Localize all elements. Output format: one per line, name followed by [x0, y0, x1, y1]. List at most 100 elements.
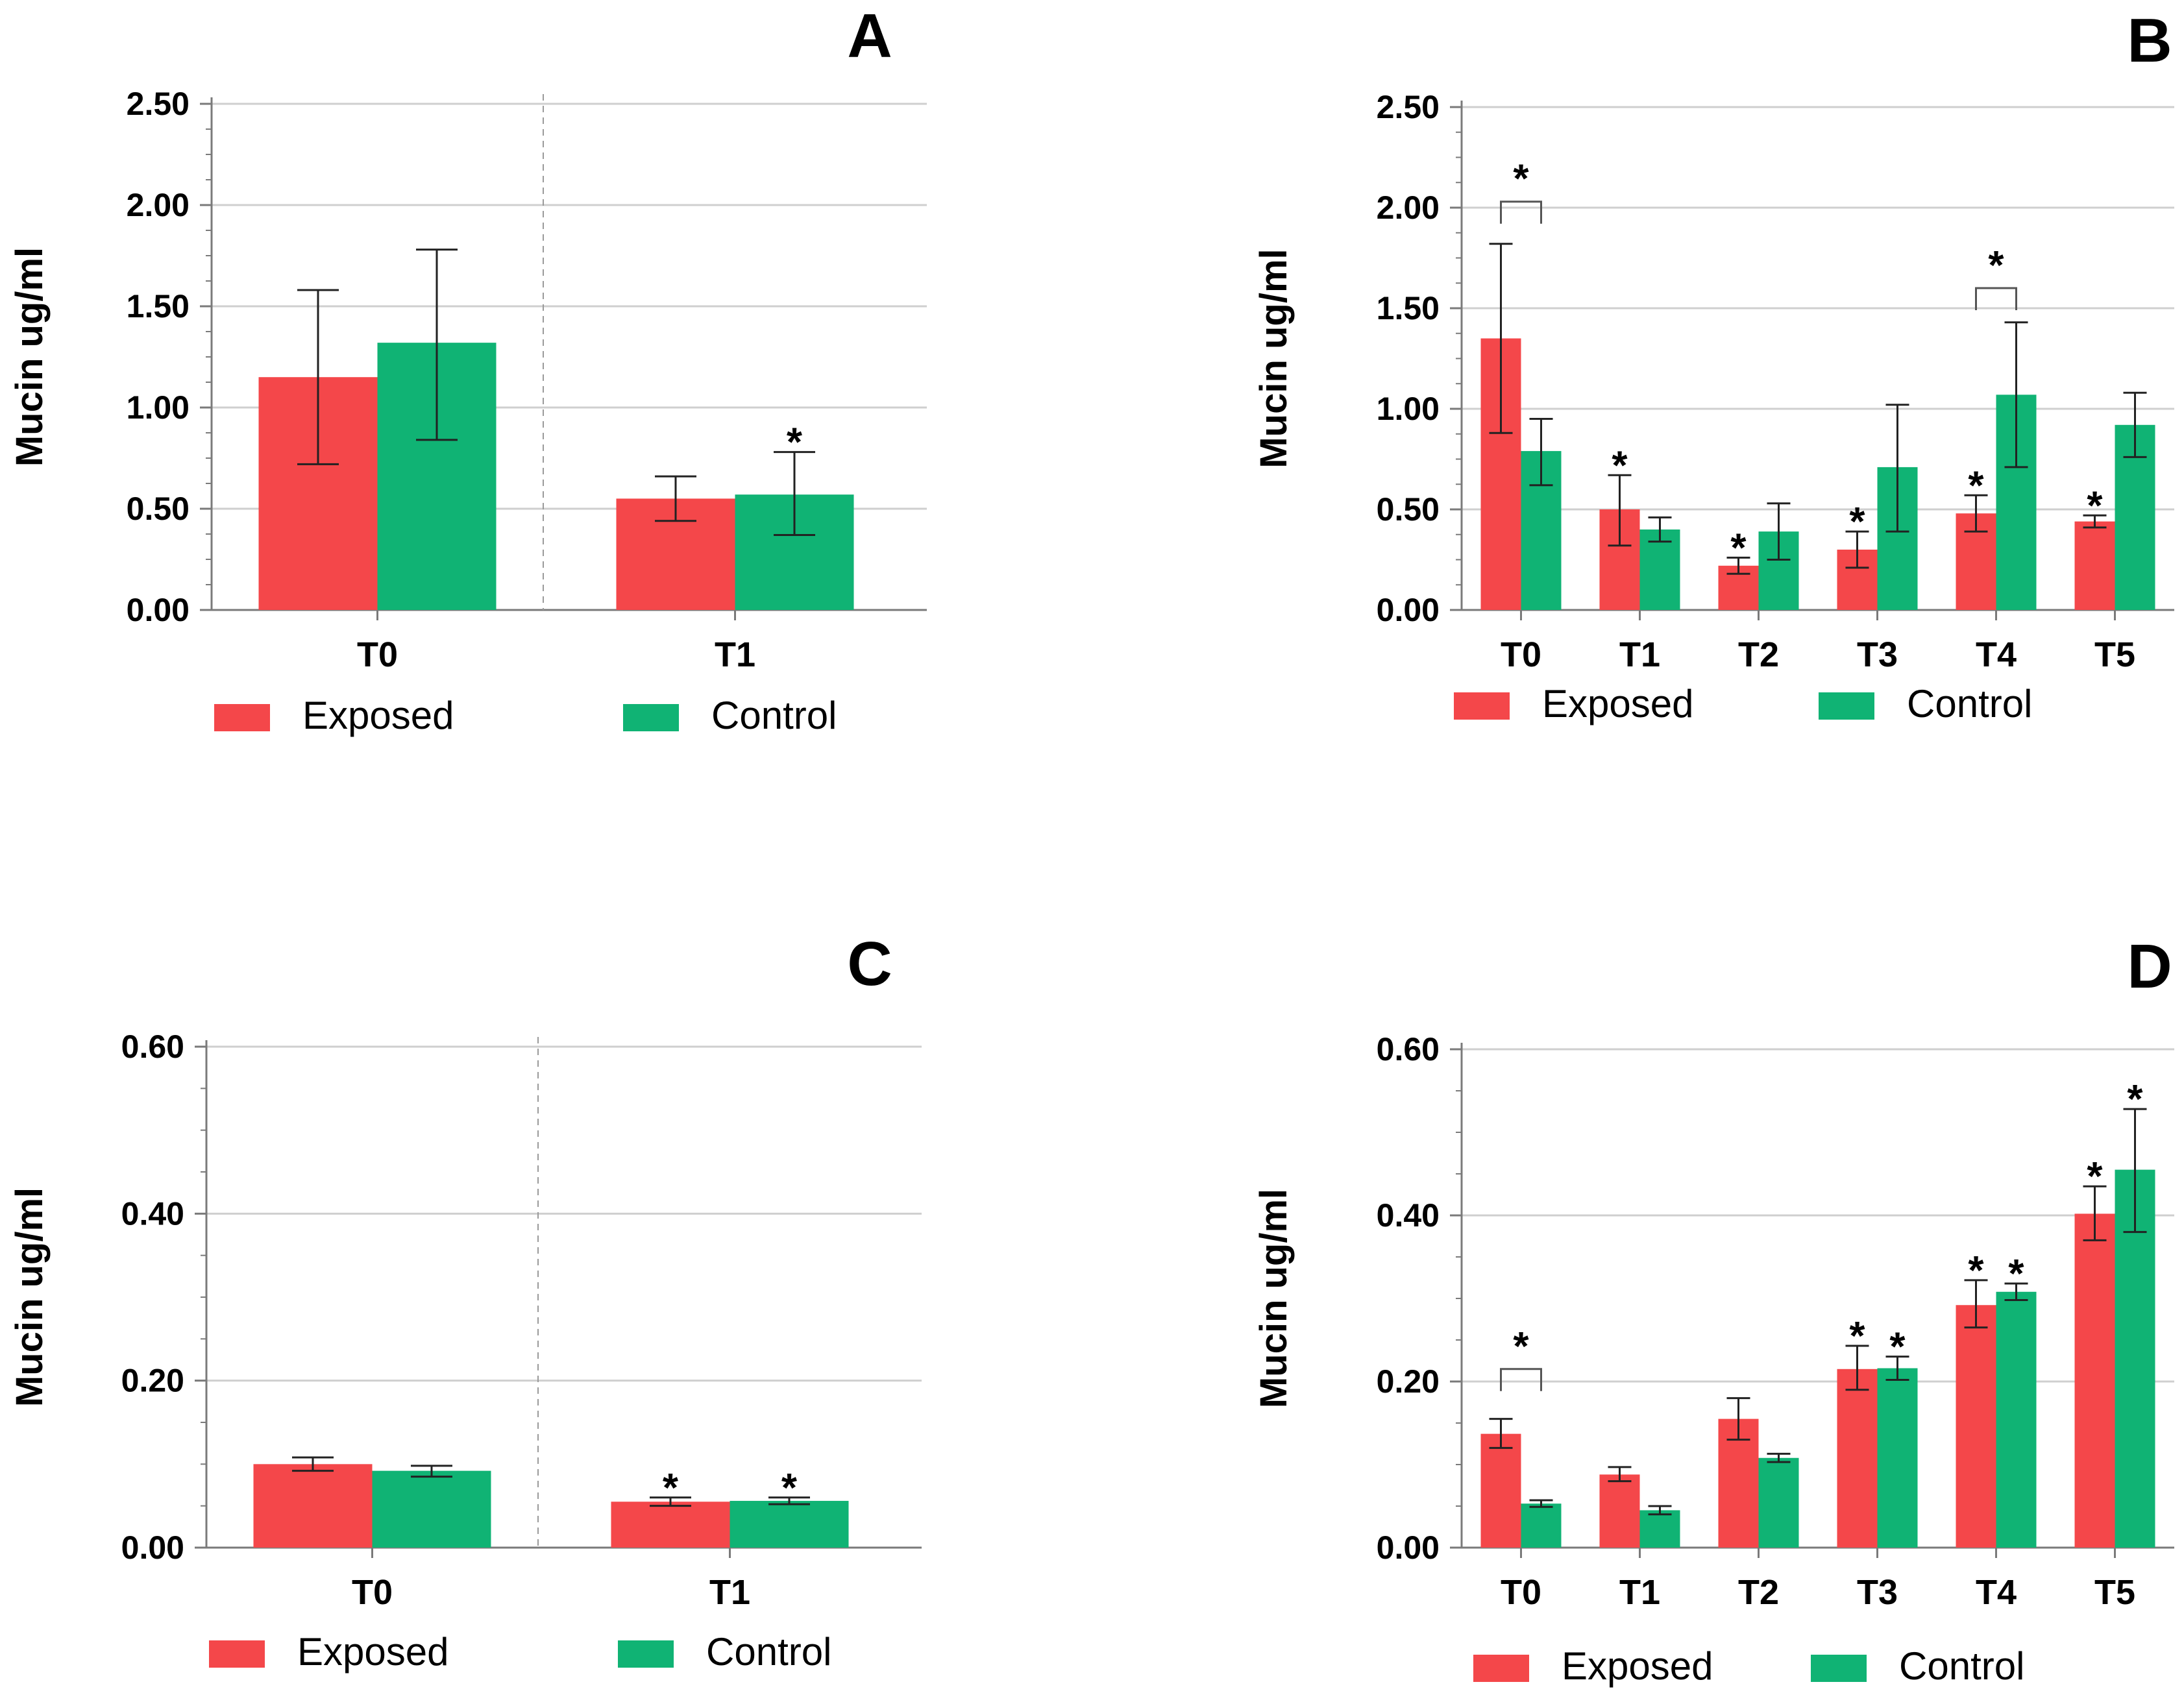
x-tick-label: T0: [357, 635, 398, 674]
chart-panel-b: 0.00 0.50 1.00 1.50 2.00 2.50 Mucin ug/ml B T0 T1…: [1253, 6, 2174, 725]
y-tick-label: 0.20: [121, 1363, 184, 1399]
x-tick-label: T5: [2094, 1573, 2135, 1612]
legend-label-exposed: Exposed: [297, 1630, 449, 1674]
legend-label-exposed: Exposed: [1562, 1644, 1713, 1688]
panel-label: C: [847, 929, 892, 999]
panel-label: A: [847, 1, 892, 71]
significance-star: *: [787, 420, 803, 465]
x-tick-label: T1: [1619, 1573, 1660, 1612]
significance-star: *: [2087, 483, 2103, 528]
y-tick-label: 0.60: [1377, 1031, 1440, 1067]
chart-panel-d: 0.00 0.20 0.40 0.60 Mucin ug/ml D T0 T1 T2 T3 T4 T5…: [1253, 932, 2174, 1688]
bar-control-t3: [1877, 1368, 1918, 1548]
significance-star: *: [1889, 1325, 1906, 1370]
x-tick-label: T2: [1738, 635, 1779, 674]
significance-star: *: [1513, 157, 1529, 202]
legend-label-control: Control: [1907, 682, 2032, 725]
bar-control-t4: [1996, 1291, 2037, 1548]
y-tick-label: 2.50: [127, 86, 190, 122]
x-tick-label: T3: [1857, 635, 1898, 674]
bar-control-t0: [1521, 1503, 1562, 1548]
y-axis-label: Mucin ug/ml: [1253, 249, 1295, 468]
y-axis-label: Mucin ug/ml: [8, 1187, 51, 1407]
x-tick-label: T4: [1976, 1573, 2017, 1612]
y-tick-label: 0.00: [1377, 592, 1440, 628]
y-tick-label: 0.40: [1377, 1197, 1440, 1234]
y-tick-label: 0.00: [1377, 1529, 1440, 1566]
x-tick-label: T0: [1501, 635, 1541, 674]
significance-bracket: [1500, 201, 1542, 224]
bar-control-t2: [1758, 1457, 1799, 1548]
panel-label: B: [2127, 6, 2172, 75]
x-tick-label: T1: [709, 1573, 750, 1612]
bar-exposed-t5: [2074, 521, 2115, 610]
x-tick-label: T1: [715, 635, 755, 674]
y-tick-label: 2.50: [1377, 89, 1440, 125]
x-tick-label: T1: [1619, 635, 1660, 674]
panel-label: D: [2127, 932, 2172, 1001]
significance-star: *: [781, 1466, 798, 1511]
bar-exposed-t4: [1956, 1305, 1996, 1548]
y-tick-label: 1.00: [127, 389, 190, 426]
significance-star: *: [1968, 463, 1984, 508]
legend-label-exposed: Exposed: [302, 694, 454, 737]
significance-star: *: [1849, 1314, 1865, 1359]
y-axis-label: Mucin ug/ml: [8, 247, 51, 467]
y-tick-label: 0.60: [121, 1028, 184, 1065]
y-tick-label: 2.00: [1377, 189, 1440, 226]
x-tick-label: T5: [2094, 635, 2135, 674]
significance-star: *: [2127, 1077, 2143, 1122]
significance-bracket: [1500, 1368, 1542, 1391]
y-tick-label: 1.50: [127, 288, 190, 324]
bar-exposed-t0: [1480, 1433, 1521, 1548]
bar-exposed-t5: [2074, 1213, 2115, 1548]
y-tick-label: 1.50: [1377, 290, 1440, 326]
significance-star: *: [2087, 1154, 2103, 1199]
x-tick-label: T0: [352, 1573, 393, 1612]
significance-star: *: [1968, 1248, 1984, 1293]
significance-star: *: [663, 1466, 679, 1511]
legend-swatch-control: [1819, 692, 1874, 720]
legend-swatch-exposed: [1473, 1655, 1529, 1682]
legend-label-control: Control: [711, 694, 837, 737]
y-tick-label: 0.00: [127, 592, 190, 628]
legend-label-exposed: Exposed: [1542, 682, 1694, 725]
legend-swatch-exposed: [209, 1640, 265, 1668]
significance-star: *: [2008, 1252, 2024, 1296]
bar-control-t1: [730, 1500, 849, 1548]
y-tick-label: 2.00: [127, 187, 190, 223]
y-tick-label: 0.50: [127, 491, 190, 527]
bar-control-t1: [1639, 529, 1680, 610]
legend-swatch-control: [623, 704, 679, 731]
bar-control-t1: [1639, 1510, 1680, 1548]
legend-label-control: Control: [706, 1630, 831, 1674]
chart-panel-a: 0.00 0.50 1.00 1.50 2.00 2.50 Mucin ug/ml A T0 T1…: [8, 1, 927, 737]
bar-exposed-t1: [1599, 1474, 1640, 1548]
x-tick-label: T2: [1738, 1573, 1779, 1612]
bar-exposed-t3: [1837, 1369, 1878, 1548]
significance-star: *: [1988, 243, 2004, 288]
legend-swatch-exposed: [1454, 692, 1510, 720]
significance-star: *: [1849, 500, 1865, 544]
x-tick-label: T0: [1501, 1573, 1541, 1612]
y-tick-label: 0.20: [1377, 1363, 1440, 1400]
significance-star: *: [1612, 443, 1628, 488]
y-tick-label: 0.50: [1377, 491, 1440, 528]
y-tick-label: 0.40: [121, 1195, 184, 1232]
legend-swatch-exposed: [214, 704, 270, 731]
bar-exposed-t1: [611, 1502, 730, 1548]
legend-swatch-control: [618, 1640, 674, 1668]
chart-panel-c: 0.00 0.20 0.40 0.60 Mucin ug/ml C T0 T1 * * Expose…: [8, 929, 922, 1674]
bar-exposed-t0: [253, 1464, 373, 1548]
significance-star: *: [1730, 526, 1747, 570]
y-tick-label: 1.00: [1377, 391, 1440, 427]
y-tick-label: 0.00: [121, 1529, 184, 1566]
significance-bracket: [1975, 287, 2017, 310]
x-tick-label: T4: [1976, 635, 2017, 674]
legend-label-control: Control: [1899, 1644, 2024, 1688]
x-tick-label: T3: [1857, 1573, 1898, 1612]
bar-control-t0: [372, 1470, 491, 1548]
legend-swatch-control: [1811, 1655, 1867, 1682]
y-axis-label: Mucin ug/ml: [1253, 1189, 1295, 1408]
